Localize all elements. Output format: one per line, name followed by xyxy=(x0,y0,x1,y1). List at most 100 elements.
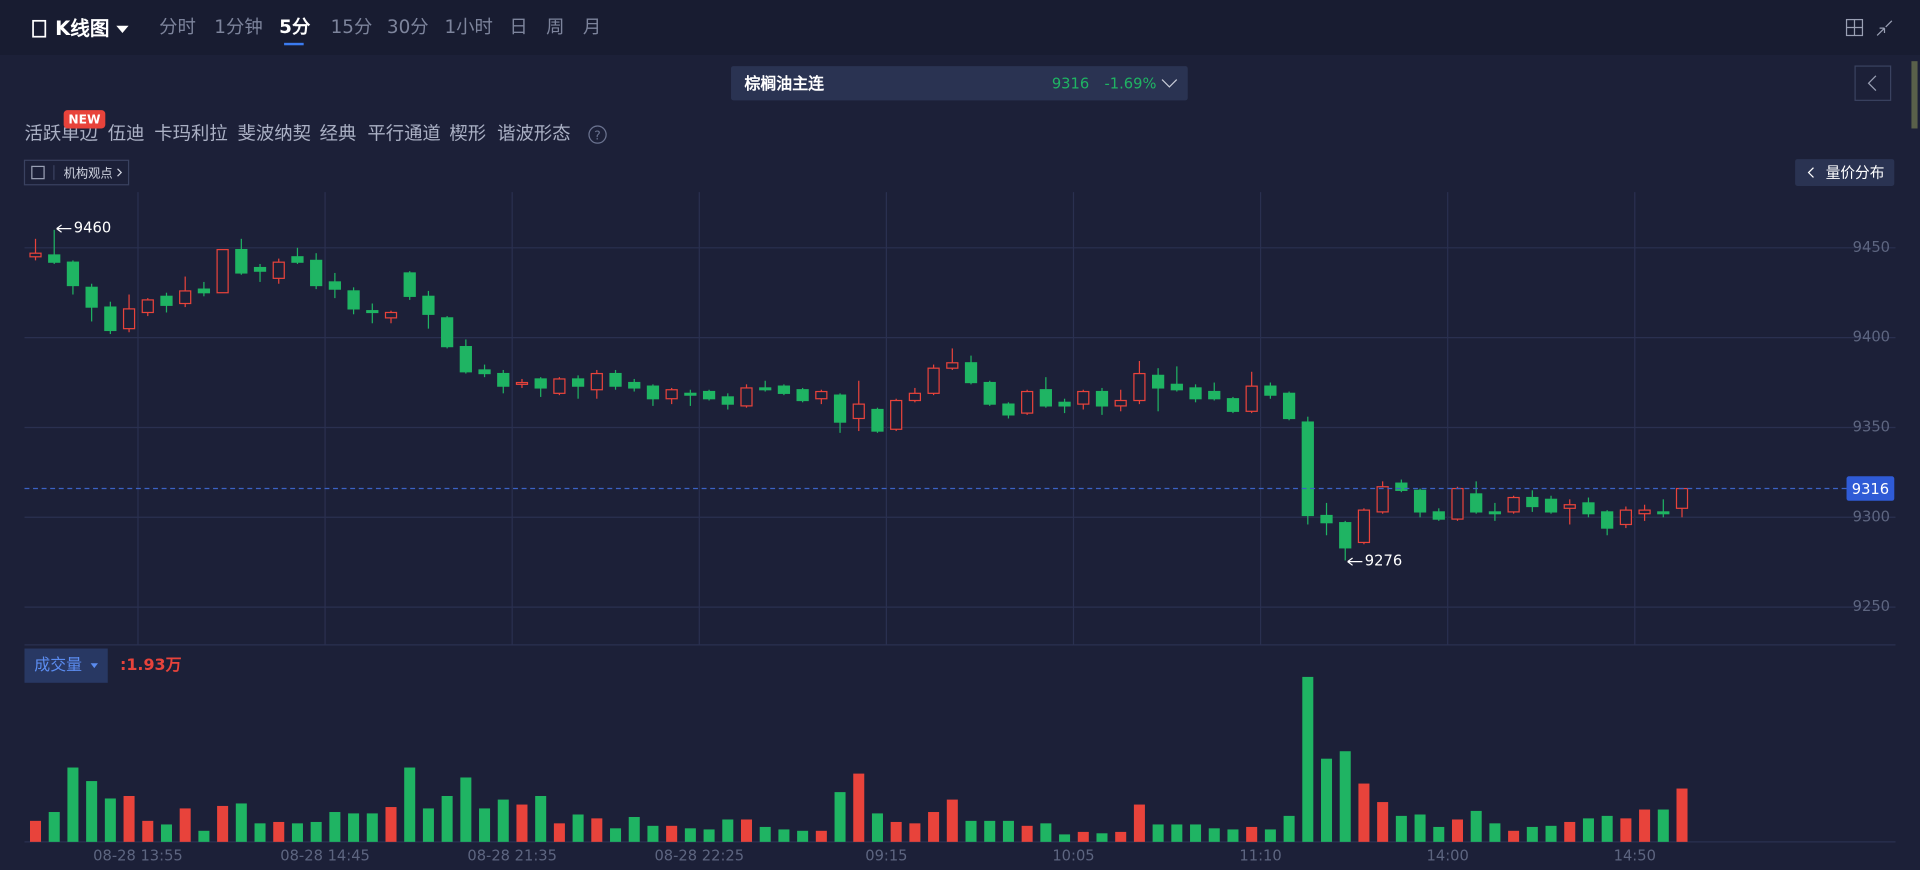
ticker-box[interactable] xyxy=(731,66,1188,101)
candle-body xyxy=(1226,398,1240,412)
volume-bar xyxy=(797,830,809,842)
caret[interactable] xyxy=(116,25,129,34)
candle-body xyxy=(740,387,753,407)
volume-bar xyxy=(1321,758,1333,842)
period-tab[interactable]: 1分钟 xyxy=(214,17,262,38)
collapse-button[interactable] xyxy=(1854,65,1892,101)
candle-body xyxy=(1320,514,1333,524)
candle-body xyxy=(590,372,603,391)
period-tab[interactable]: 月 xyxy=(583,17,601,38)
candle-body xyxy=(1526,496,1539,508)
candle-body xyxy=(478,369,491,375)
candle-body xyxy=(833,394,847,423)
candle-body xyxy=(665,389,678,400)
volume-bar xyxy=(104,798,116,842)
candle-body xyxy=(1619,509,1633,526)
volume-bar xyxy=(1395,815,1407,842)
volume-bar xyxy=(1040,823,1052,842)
candle-body xyxy=(197,288,211,294)
volume-bar xyxy=(1002,820,1014,842)
annotation-arrow xyxy=(1347,557,1363,566)
period-tab[interactable]: 日 xyxy=(509,17,527,38)
annotation-label: 9276 xyxy=(1365,553,1402,570)
period-tab[interactable]: 1小时 xyxy=(444,17,492,38)
indicators: 活跃单边 伍迪 卡玛利拉 斐波纳契 经典 平行通道 楔形 谐波形态 xyxy=(24,124,570,145)
volume-bar xyxy=(1489,823,1501,842)
period-tab[interactable]: 周 xyxy=(546,17,564,38)
new-badge-text: NEW xyxy=(68,112,101,126)
candle-body xyxy=(1245,385,1258,412)
volume-bar xyxy=(1096,833,1108,842)
period-tab[interactable]: 30分 xyxy=(387,17,429,38)
candle-body xyxy=(1563,504,1576,509)
indicator[interactable]: 活跃单边 xyxy=(24,124,97,145)
indicator[interactable]: 卡玛利拉 xyxy=(154,124,227,145)
volume-bar xyxy=(834,792,846,842)
candle-body xyxy=(515,381,529,385)
candle-body xyxy=(141,299,154,314)
volume-bar xyxy=(1227,829,1239,842)
volume-bar xyxy=(235,803,247,842)
periods: 分时 1分钟 5分 15分 30分 1小时日周月 xyxy=(159,17,601,46)
volume-bar xyxy=(909,823,921,842)
volume-bar xyxy=(1526,826,1538,842)
volume-bar xyxy=(1433,826,1445,842)
scrollbar[interactable] xyxy=(1911,61,1918,129)
candle-body xyxy=(571,378,585,387)
help-circle[interactable] xyxy=(588,125,607,144)
candle-body xyxy=(646,385,660,400)
volume-bar xyxy=(67,767,79,842)
volume-bar xyxy=(1059,834,1071,842)
period-tab[interactable]: 5分 xyxy=(279,17,311,38)
chart-type[interactable]: K线图 xyxy=(55,17,109,40)
volume-bar xyxy=(666,825,678,842)
candle-body xyxy=(1114,399,1127,407)
volume-bar xyxy=(123,795,135,842)
volume-bar xyxy=(217,805,229,842)
indicator[interactable]: 伍迪 xyxy=(108,124,145,145)
volume-bar xyxy=(1601,815,1613,842)
indicator[interactable]: 经典 xyxy=(320,124,357,145)
volume-profile-chevron xyxy=(1807,167,1814,178)
candle-body xyxy=(441,317,454,348)
last-price-label: 9316 xyxy=(1852,481,1889,498)
candle-body xyxy=(1601,511,1614,529)
indicator[interactable]: 楔形 xyxy=(449,124,486,145)
candle-body xyxy=(403,272,416,297)
candle-body xyxy=(1544,498,1558,513)
institution-box[interactable] xyxy=(23,159,130,186)
candle-body xyxy=(29,252,42,258)
volume-bar xyxy=(610,828,622,842)
candle-body xyxy=(1151,374,1165,389)
candle-body xyxy=(179,290,192,305)
volume-bar xyxy=(310,821,322,842)
volume-bar xyxy=(1115,831,1127,842)
volume-bar xyxy=(1152,824,1164,842)
volume-bar xyxy=(179,808,191,842)
help-text: ? xyxy=(594,128,601,142)
y-tick-label: 9300 xyxy=(1853,508,1890,525)
volume-profile-button[interactable] xyxy=(1795,159,1895,186)
candle-body xyxy=(48,254,61,263)
period-tab[interactable]: 分时 xyxy=(159,17,196,38)
candle-body xyxy=(1413,489,1427,513)
candle-body xyxy=(553,378,566,394)
volume-bar xyxy=(946,799,958,842)
volume-bar xyxy=(1077,831,1089,842)
volume-bar xyxy=(1302,676,1314,842)
indicator[interactable]: 斐波纳契 xyxy=(238,124,311,145)
candle-body xyxy=(1451,487,1464,520)
volume-bar xyxy=(348,813,360,842)
candle-body xyxy=(983,381,996,405)
candle-body xyxy=(1039,389,1052,407)
shrink-icon[interactable] xyxy=(1876,20,1893,36)
period-tab[interactable]: 15分 xyxy=(331,17,373,38)
candle-body xyxy=(347,290,360,310)
ticker-chevron[interactable] xyxy=(1161,79,1178,88)
indicator[interactable]: 平行通道 xyxy=(367,124,440,145)
volume-bar xyxy=(572,814,584,842)
volume-bar xyxy=(1470,810,1482,842)
candle-body xyxy=(609,372,622,387)
volume-bar xyxy=(535,795,547,842)
indicator[interactable]: 谐波形态 xyxy=(497,124,570,145)
